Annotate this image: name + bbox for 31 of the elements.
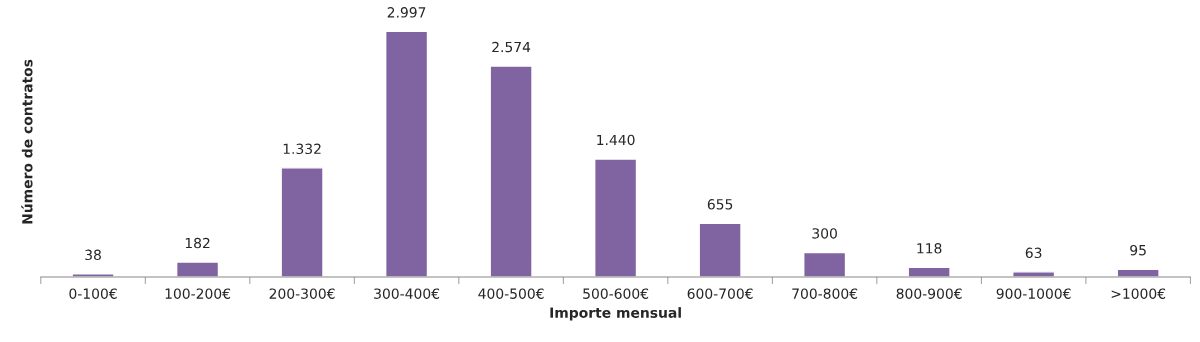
x-tick-label: 600-700€ [687, 288, 753, 299]
y-axis-title: Número de contratos [21, 59, 33, 224]
x-tick-label: 400-500€ [478, 288, 544, 299]
data-label: 182 [185, 237, 210, 249]
bar [698, 222, 742, 278]
x-tick-label: 0-100€ [69, 288, 117, 299]
x-axis-title: Importe mensual [550, 307, 681, 321]
data-label: 2.997 [387, 7, 426, 18]
x-tick-label: 300-400€ [374, 288, 440, 299]
data-label: 300 [812, 228, 837, 239]
data-label: 38 [85, 249, 101, 261]
data-label: 95 [1130, 244, 1146, 256]
bar [280, 167, 324, 278]
bar [803, 251, 847, 278]
bar [594, 158, 638, 278]
x-tick-label: 500-600€ [583, 288, 649, 299]
bar [384, 30, 429, 278]
bar [489, 65, 533, 278]
data-label: 2.574 [492, 41, 531, 53]
data-label: 63 [1025, 247, 1042, 259]
data-label: 118 [917, 243, 942, 254]
x-tick-label: >1000€ [1111, 288, 1166, 299]
bar [175, 261, 220, 278]
x-tick-label: 100-200€ [165, 288, 231, 299]
data-label: 655 [707, 199, 733, 210]
x-tick-label: 700-800€ [792, 288, 858, 299]
x-tick-label: 200-300€ [269, 288, 335, 299]
x-tick-label: 800-900€ [896, 288, 962, 299]
data-label: 1.332 [283, 143, 321, 155]
x-tick-label: 900-1000€ [996, 288, 1071, 299]
data-label: 1.440 [597, 134, 635, 146]
